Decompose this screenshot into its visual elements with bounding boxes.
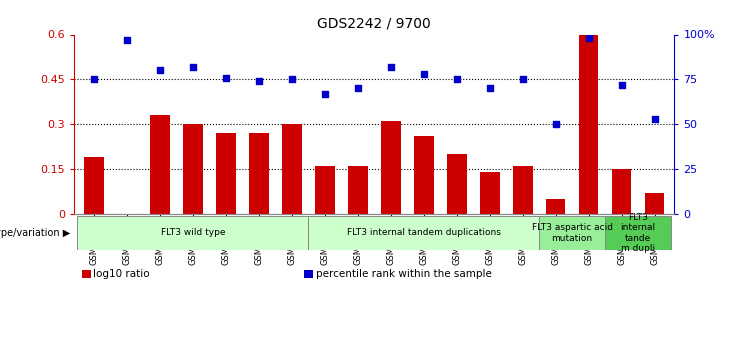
Bar	[249, 133, 269, 214]
Bar	[84, 157, 104, 214]
Point	[418, 71, 430, 77]
Point	[286, 77, 298, 82]
Point	[319, 91, 330, 97]
Text: percentile rank within the sample: percentile rank within the sample	[316, 269, 491, 279]
Bar	[413, 136, 433, 214]
Point	[516, 77, 528, 82]
Bar	[539, 216, 605, 250]
Bar	[381, 121, 401, 214]
Point	[88, 77, 100, 82]
Bar	[579, 34, 599, 214]
Point	[582, 35, 594, 41]
Text: genotype/variation ▶: genotype/variation ▶	[0, 228, 70, 238]
Bar	[513, 166, 533, 214]
Point	[187, 64, 199, 70]
Point	[154, 68, 166, 73]
Point	[253, 78, 265, 84]
Point	[220, 75, 232, 80]
Bar	[479, 172, 499, 214]
Text: FLT3 wild type: FLT3 wild type	[161, 228, 225, 237]
Text: log10 ratio: log10 ratio	[93, 269, 150, 279]
Bar	[308, 216, 539, 250]
Point	[385, 64, 396, 70]
Bar	[150, 115, 170, 214]
Bar	[447, 154, 467, 214]
Point	[121, 37, 133, 43]
Text: FLT3 internal tandem duplications: FLT3 internal tandem duplications	[347, 228, 501, 237]
Text: FLT3 aspartic acid
mutation: FLT3 aspartic acid mutation	[531, 223, 613, 243]
Bar	[315, 166, 335, 214]
Point	[352, 86, 364, 91]
Text: FLT3
internal
tande
m dupli: FLT3 internal tande m dupli	[620, 213, 656, 253]
Bar	[605, 216, 671, 250]
Bar	[216, 133, 236, 214]
Bar	[183, 124, 203, 214]
Bar	[77, 216, 308, 250]
Point	[451, 77, 462, 82]
Bar	[282, 124, 302, 214]
Point	[484, 86, 496, 91]
Point	[550, 121, 562, 127]
Point	[616, 82, 628, 88]
Bar	[611, 169, 631, 214]
Bar	[545, 199, 565, 214]
Bar	[645, 193, 665, 214]
Point	[648, 116, 660, 121]
Bar	[348, 166, 368, 214]
Title: GDS2242 / 9700: GDS2242 / 9700	[317, 17, 431, 31]
